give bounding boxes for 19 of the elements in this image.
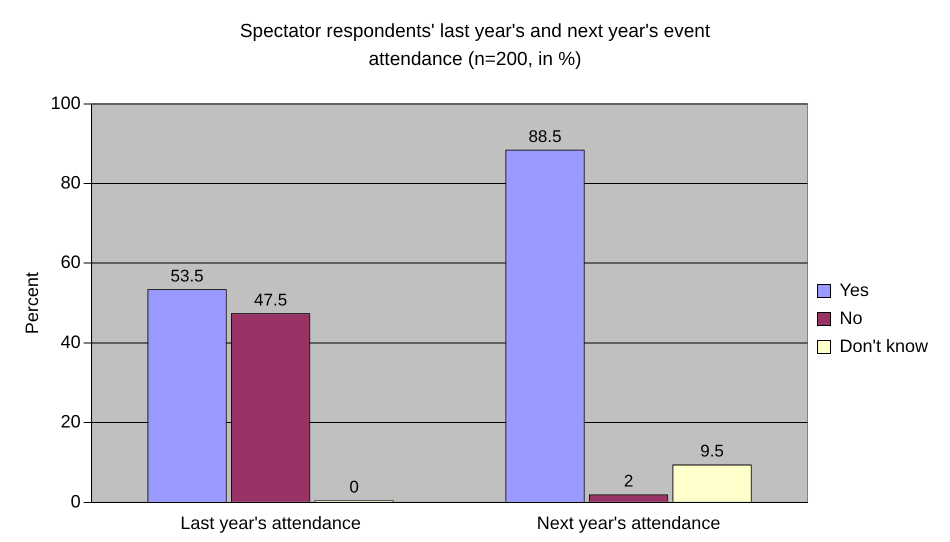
- legend-label: Don't know: [840, 336, 929, 356]
- x-tick-label: Next year's attendance: [536, 513, 720, 534]
- chart-title: Spectator respondents' last year's and next year's event attendance (n=200, in %): [238, 20, 712, 72]
- y-tick-label: 60: [60, 252, 81, 272]
- data-label: 2: [624, 472, 634, 491]
- legend-label: Yes: [840, 280, 869, 300]
- legend-label: No: [840, 308, 863, 328]
- data-label: 47.5: [254, 290, 288, 310]
- y-tick-label: 20: [60, 412, 81, 432]
- x-tick-label: Last year's attendance: [180, 513, 361, 534]
- y-tick-label: 100: [50, 92, 81, 113]
- y-axis-title: Percent: [22, 272, 42, 334]
- data-label: 0: [349, 478, 359, 497]
- data-label: 9.5: [700, 442, 724, 461]
- data-label: 53.5: [170, 266, 204, 286]
- y-tick-label: 80: [60, 172, 81, 192]
- data-label: 88.5: [528, 126, 562, 146]
- y-tick-label: 40: [60, 332, 81, 352]
- y-tick-label: 0: [70, 491, 81, 512]
